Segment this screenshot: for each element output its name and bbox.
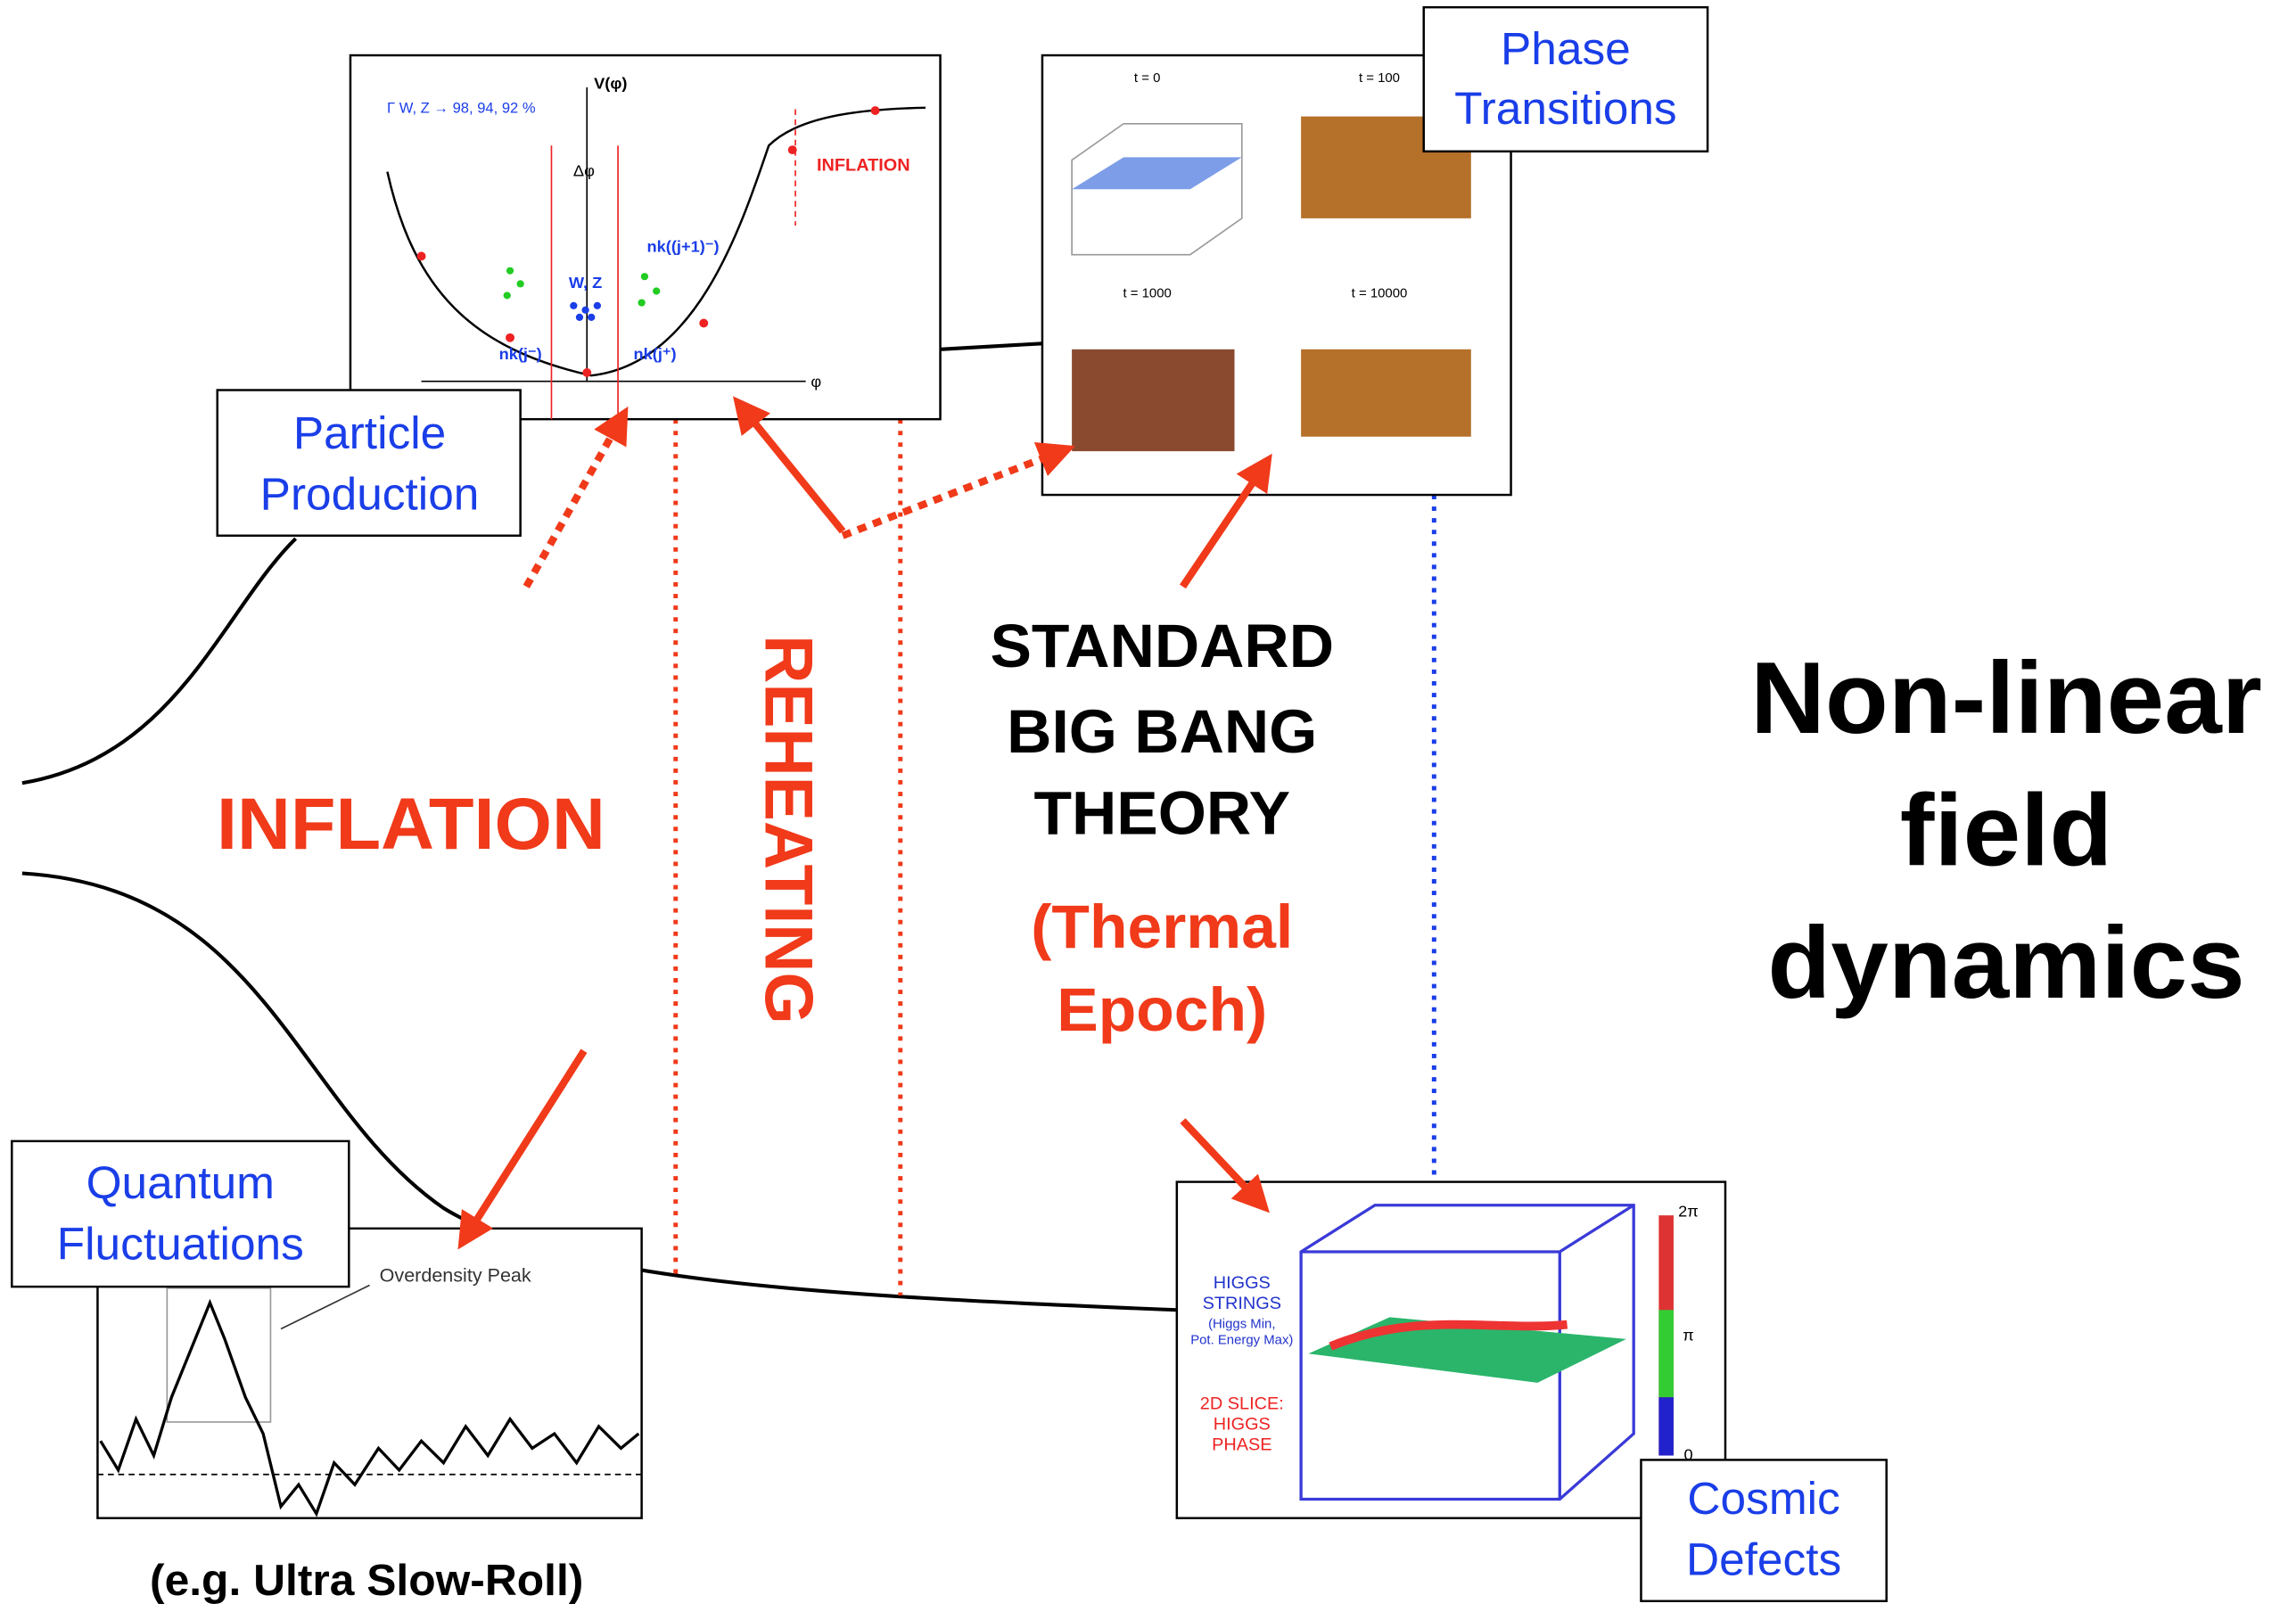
label: Particle	[293, 407, 446, 458]
label: Phase	[1501, 23, 1631, 74]
inset-label: nk(j⁺)	[633, 345, 676, 363]
epoch-label: Epoch)	[1057, 974, 1267, 1043]
diagram: V(φ) φ Γ W, Z → 98, 94, 92 % INFLATION Δ…	[0, 0, 2296, 1620]
inset-label: STRINGS	[1203, 1294, 1281, 1313]
inset-label: 2D SLICE:	[1200, 1394, 1284, 1414]
time-label: t = 10000	[1352, 287, 1408, 301]
inset-label: Pot. Energy Max)	[1190, 1334, 1293, 1348]
epoch-label: STANDARD	[990, 611, 1334, 679]
epoch-label: BIG BANG	[1007, 697, 1317, 766]
axis-label: V(φ)	[594, 75, 627, 93]
rates: Γ W, Z → 98, 94, 92 %	[387, 101, 536, 117]
potential-inset: V(φ) φ Γ W, Z → 98, 94, 92 % INFLATION Δ…	[350, 55, 941, 419]
time-label: t = 100	[1359, 71, 1400, 86]
epoch-label: INFLATION	[217, 785, 605, 865]
inset-label: Δφ	[573, 162, 595, 180]
epoch-label: (Thermal	[1031, 892, 1293, 960]
inset-label: nk(j⁻)	[499, 345, 542, 363]
inset-label: INFLATION	[817, 155, 910, 175]
inset-label: HIGGS	[1214, 1273, 1271, 1293]
label: Fluctuations	[57, 1219, 304, 1270]
time-label: t = 0	[1134, 71, 1160, 86]
label: Cosmic	[1687, 1473, 1839, 1524]
label: Quantum	[86, 1157, 275, 1208]
scale-label: 2π	[1678, 1203, 1699, 1221]
epoch-label: THEORY	[1033, 778, 1290, 847]
inset-label: nk((j+1)⁻)	[647, 237, 720, 255]
inset-label: HIGGS	[1214, 1415, 1271, 1435]
label: Defects	[1686, 1534, 1841, 1585]
inset-label: W, Z	[569, 274, 602, 292]
label: Transitions	[1454, 83, 1676, 134]
caption: (e.g. Ultra Slow-Roll)	[150, 1556, 583, 1605]
headline: dynamics	[1767, 907, 2244, 1020]
headline: Non-linear	[1750, 642, 2262, 755]
axis-label: φ	[811, 373, 821, 391]
inset-label: Overdensity Peak	[380, 1264, 531, 1286]
label: Production	[260, 469, 480, 520]
headline: field	[1900, 774, 2113, 887]
inset-label: PHASE	[1212, 1435, 1271, 1454]
epoch-label: REHEATING	[751, 635, 827, 1024]
scale-label: π	[1683, 1327, 1694, 1345]
inset-label: (Higgs Min,	[1208, 1318, 1275, 1332]
time-label: t = 1000	[1123, 287, 1172, 301]
